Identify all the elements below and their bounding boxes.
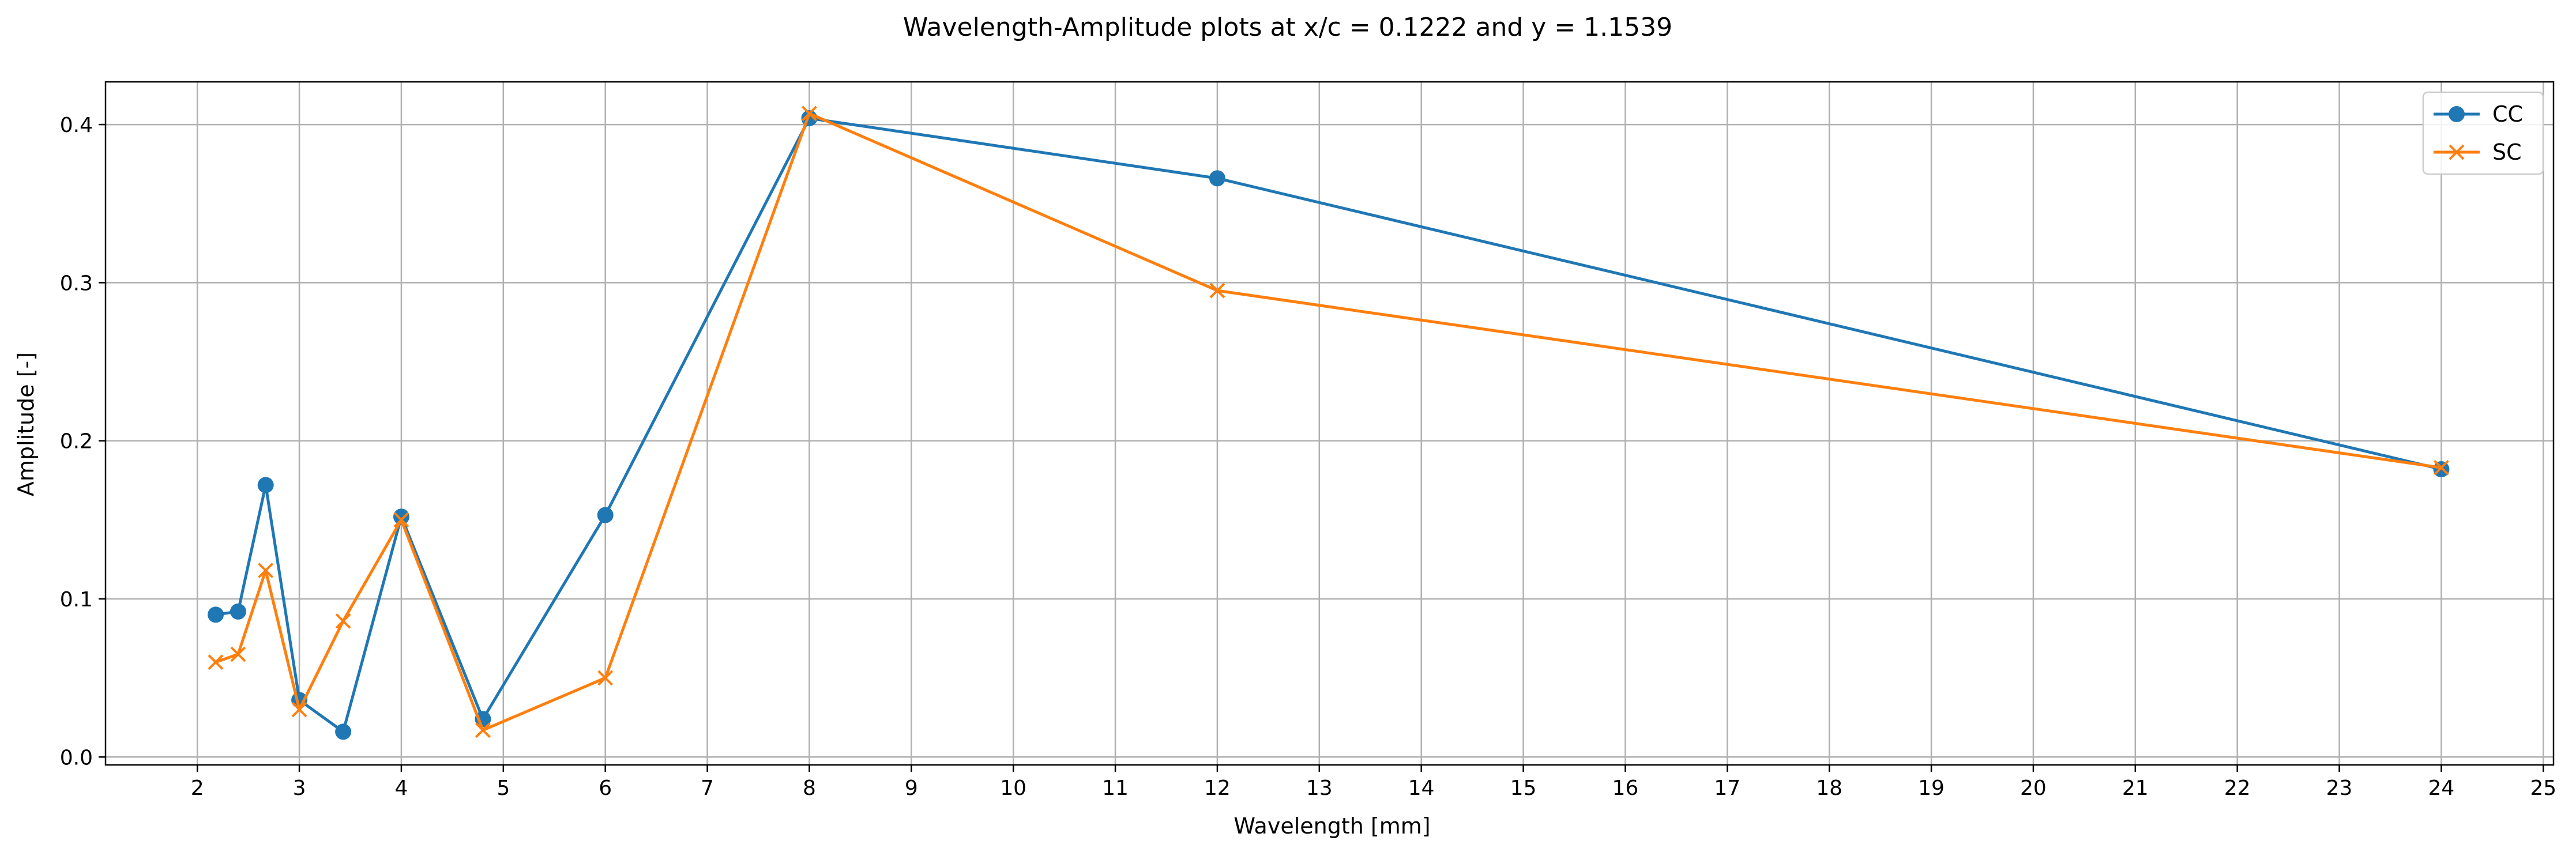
- data-point-cc: [393, 508, 409, 525]
- x-tick-label: 20: [2020, 776, 2047, 800]
- data-point-sc: [475, 722, 491, 738]
- x-tick-label: 24: [2428, 776, 2455, 800]
- plot-frame: [104, 81, 2555, 766]
- x-tick-label: 19: [1918, 776, 1945, 800]
- x-tick-label: 18: [1816, 776, 1842, 800]
- x-tick-label: 13: [1306, 776, 1333, 800]
- data-point-cc: [208, 606, 224, 623]
- x-tick-label: 10: [1000, 776, 1026, 800]
- y-tick-label: 0.4: [60, 114, 93, 137]
- x-tick-label: 4: [394, 776, 408, 800]
- x-tick-label: 16: [1612, 776, 1639, 800]
- data-point-sc: [2434, 459, 2449, 476]
- data-point-cc: [257, 477, 274, 493]
- data-point-sc: [802, 105, 817, 122]
- series-sc: [208, 105, 2449, 738]
- x-tick-label: 17: [1714, 776, 1740, 800]
- legend-entry-cc: CC: [2434, 101, 2523, 127]
- data-point-sc: [258, 563, 274, 579]
- data-point-cc: [597, 507, 614, 523]
- x-tick-label: 6: [599, 776, 612, 800]
- data-point-cc: [335, 723, 352, 740]
- legend-label: CC: [2492, 101, 2523, 127]
- chart-title: Wavelength-Amplitude plots at x/c = 0.12…: [903, 13, 1672, 42]
- legend-marker: [2449, 106, 2465, 122]
- y-tick-label: 0.1: [60, 588, 93, 612]
- series-cc: [208, 110, 2450, 740]
- x-tick-label: 5: [497, 776, 510, 800]
- y-tick-label: 0.0: [60, 746, 93, 770]
- data-point-sc: [230, 646, 246, 662]
- data-point-sc: [1209, 282, 1225, 299]
- y-tick-label: 0.3: [60, 271, 93, 295]
- axis-ticks: 2 3 4 5 6 7 8 9 10 11 12 13 14 15 16 17 18 19 20 21 22 23 24 25…: [60, 114, 2556, 800]
- x-tick-label: 25: [2530, 776, 2556, 800]
- x-tick-label: 7: [701, 776, 714, 800]
- grid: [106, 82, 2554, 765]
- data-point-cc: [230, 603, 246, 620]
- data-point-sc: [208, 654, 224, 670]
- legend: CC SC: [2422, 91, 2544, 175]
- x-tick-label: 2: [191, 776, 204, 800]
- data-point-sc: [335, 613, 351, 629]
- legend-marker: [2449, 144, 2465, 160]
- x-tick-label: 12: [1204, 776, 1231, 800]
- x-tick-label: 9: [905, 776, 918, 800]
- x-tick-label: 11: [1102, 776, 1129, 800]
- x-tick-label: 3: [293, 776, 306, 800]
- legend-entry-sc: SC: [2434, 139, 2522, 165]
- y-tick-label: 0.2: [60, 430, 93, 454]
- x-tick-label: 15: [1510, 776, 1537, 800]
- x-tick-label: 8: [803, 776, 816, 800]
- x-tick-label: 14: [1408, 776, 1435, 800]
- x-tick-label: 21: [2122, 776, 2149, 800]
- data-point-sc: [291, 702, 307, 718]
- series-line-cc: [214, 116, 2443, 733]
- data-point-sc: [597, 670, 614, 686]
- x-axis-label: Wavelength [mm]: [1234, 813, 1430, 839]
- x-tick-label: 23: [2326, 776, 2353, 800]
- x-tick-label: 22: [2224, 776, 2251, 800]
- y-axis-label: Amplitude [-]: [13, 352, 39, 496]
- plot-series: [208, 105, 2450, 740]
- legend-box: [2422, 91, 2544, 175]
- legend-label: SC: [2492, 139, 2522, 165]
- data-point-cc: [1209, 170, 1225, 187]
- data-point-sc: [393, 512, 409, 528]
